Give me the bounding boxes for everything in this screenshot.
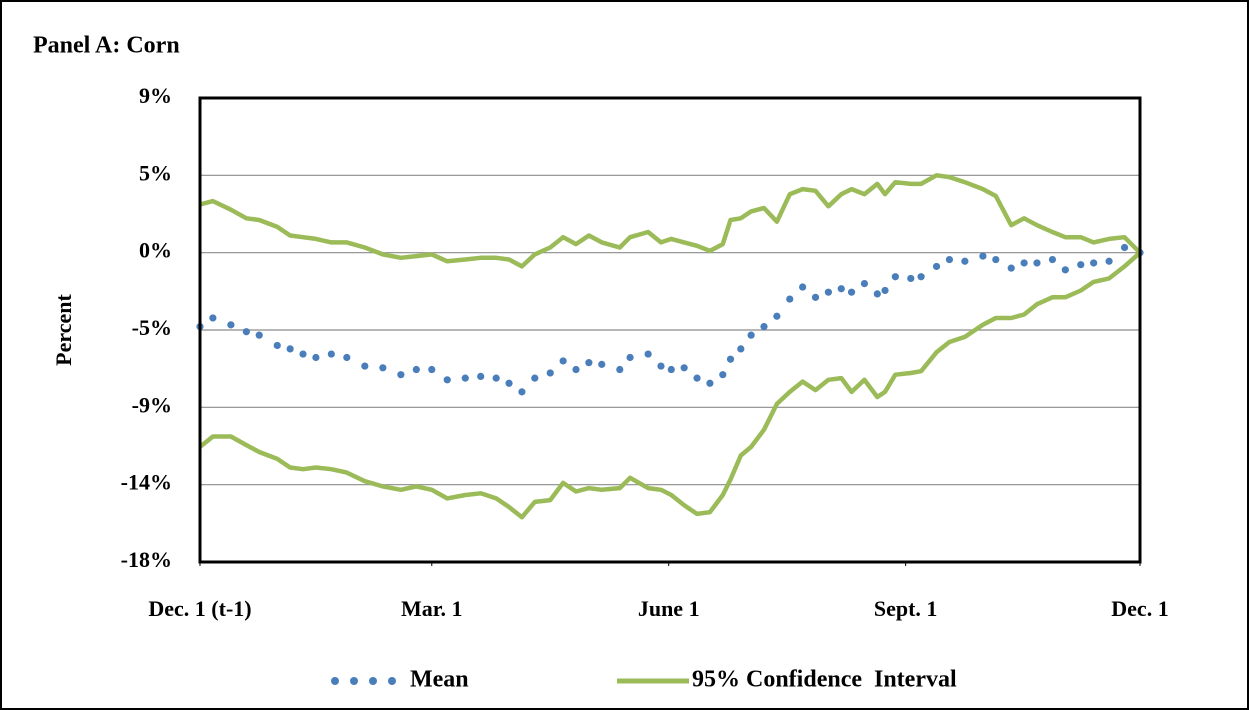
mean-point bbox=[1020, 259, 1028, 267]
y-tick-label: -18% bbox=[121, 547, 172, 572]
mean-point bbox=[428, 365, 436, 374]
mean-point bbox=[932, 262, 941, 271]
mean-point bbox=[461, 374, 469, 382]
mean-point bbox=[979, 252, 987, 260]
mean-point bbox=[379, 364, 387, 372]
mean-point bbox=[616, 365, 624, 374]
mean-point bbox=[719, 371, 727, 379]
mean-point bbox=[209, 314, 217, 322]
y-tick-label: -9% bbox=[132, 392, 172, 417]
mean-point bbox=[799, 283, 807, 291]
mean-point bbox=[873, 290, 881, 298]
mean-point bbox=[531, 374, 539, 382]
mean-point bbox=[811, 293, 820, 301]
y-tick-label: 0% bbox=[139, 238, 172, 263]
mean-point bbox=[412, 365, 420, 374]
mean-point bbox=[343, 353, 351, 362]
mean-point bbox=[1048, 255, 1057, 264]
mean-point bbox=[891, 273, 899, 281]
mean-point bbox=[680, 364, 688, 372]
mean-point bbox=[657, 362, 665, 370]
mean-point bbox=[255, 331, 263, 339]
mean-point bbox=[773, 312, 781, 320]
mean-point bbox=[837, 285, 845, 293]
legend-marker bbox=[388, 677, 396, 685]
x-tick-label: Dec. 1 (t-1) bbox=[148, 596, 251, 621]
mean-point bbox=[992, 255, 1000, 264]
y-tick-label: 9% bbox=[139, 83, 172, 108]
mean-point bbox=[505, 379, 513, 387]
mean-point bbox=[961, 257, 969, 265]
y-axis-label: Percent bbox=[51, 294, 76, 366]
mean-point bbox=[312, 353, 320, 362]
mean-point bbox=[1120, 243, 1129, 252]
mean-point bbox=[1090, 259, 1098, 267]
mean-point bbox=[242, 328, 250, 336]
mean-point bbox=[644, 350, 652, 358]
plot-border bbox=[198, 96, 1142, 564]
y-tick-label: 5% bbox=[139, 160, 172, 185]
mean-point bbox=[1033, 259, 1041, 267]
mean-point bbox=[945, 255, 954, 264]
mean-point bbox=[881, 286, 889, 295]
confidence-line bbox=[198, 251, 1142, 520]
x-tick-label: Sept. 1 bbox=[874, 596, 938, 621]
mean-point bbox=[760, 322, 768, 331]
mean-point bbox=[477, 372, 485, 380]
mean-point bbox=[1105, 257, 1113, 265]
mean-point bbox=[273, 341, 281, 350]
legend-label: 95% Confidence Interval bbox=[692, 667, 957, 693]
confidence-line bbox=[199, 173, 1142, 269]
mean-point bbox=[299, 350, 307, 358]
mean-point bbox=[598, 360, 606, 368]
mean-point bbox=[546, 369, 554, 377]
mean-point bbox=[626, 353, 634, 362]
legend-marker bbox=[331, 677, 339, 685]
y-tick-label: -5% bbox=[132, 315, 172, 340]
x-tick-label: Dec. 1 bbox=[1111, 596, 1168, 621]
mean-point bbox=[860, 280, 869, 288]
mean-point bbox=[747, 331, 755, 339]
mean-point bbox=[693, 374, 701, 382]
mean-point bbox=[518, 388, 526, 396]
mean-point bbox=[907, 274, 915, 283]
legend-marker bbox=[350, 677, 358, 685]
mean-point bbox=[1061, 266, 1069, 274]
mean-point bbox=[847, 288, 856, 296]
mean-point bbox=[443, 376, 451, 384]
mean-point bbox=[706, 379, 714, 387]
x-tick-label: June 1 bbox=[638, 596, 700, 621]
mean-point bbox=[824, 288, 832, 296]
legend-label: Mean bbox=[410, 667, 469, 693]
mean-point bbox=[585, 359, 593, 367]
mean-point bbox=[227, 321, 235, 329]
mean-point bbox=[1007, 264, 1015, 272]
mean-point bbox=[917, 273, 925, 281]
mean-point bbox=[786, 295, 794, 303]
chart-title: Panel A: Corn bbox=[33, 33, 180, 59]
mean-point bbox=[1077, 261, 1085, 269]
mean-point bbox=[667, 365, 675, 374]
mean-point bbox=[397, 371, 405, 379]
y-tick-label: -14% bbox=[121, 470, 172, 495]
mean-point bbox=[737, 345, 745, 353]
legend-marker bbox=[369, 677, 377, 685]
mean-point bbox=[286, 345, 294, 353]
mean-point bbox=[559, 357, 567, 365]
mean-point bbox=[492, 374, 500, 382]
mean-point bbox=[361, 362, 369, 370]
mean-point bbox=[726, 355, 735, 363]
mean-point bbox=[327, 350, 335, 358]
x-tick-label: Mar. 1 bbox=[401, 596, 463, 621]
mean-point bbox=[572, 365, 580, 374]
